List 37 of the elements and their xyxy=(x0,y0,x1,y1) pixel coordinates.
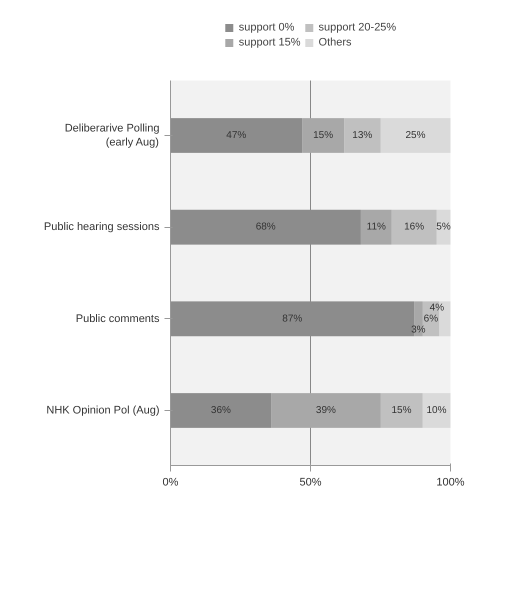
text: 5% xyxy=(436,222,451,233)
text: 39% xyxy=(316,405,336,416)
text: 11% xyxy=(366,222,386,233)
x-tick-label: 50% xyxy=(299,476,322,488)
bar xyxy=(422,393,450,428)
text: 25% xyxy=(405,130,426,141)
bar xyxy=(360,210,392,245)
bar xyxy=(380,118,450,153)
legend-label: support 0% xyxy=(238,22,294,34)
bar xyxy=(170,118,302,153)
bar xyxy=(170,393,272,428)
bar xyxy=(271,393,380,428)
text: 87% xyxy=(282,313,302,324)
x-tick-label: 100% xyxy=(436,476,465,488)
text: 16% xyxy=(404,222,424,233)
y-tick-label: NHK Opinion Pol (Aug) xyxy=(46,404,160,416)
y-tick-label: Deliberarive Polling (early Aug) xyxy=(64,122,160,149)
text: 68% xyxy=(256,222,276,233)
legend-label: support 15% xyxy=(238,36,301,48)
y-tick-label: Public comments xyxy=(76,312,160,325)
bar xyxy=(344,118,380,153)
legend-label: Others xyxy=(318,36,352,48)
legend-label: support 20-25% xyxy=(318,22,396,34)
y-tick-label: Public hearing sessions xyxy=(44,221,160,234)
bar xyxy=(380,393,422,428)
text: 47% xyxy=(226,130,246,141)
text: 3% xyxy=(411,324,426,336)
text: 15% xyxy=(313,130,334,141)
text: 6% xyxy=(424,313,438,324)
text: 15% xyxy=(391,405,412,416)
text: 13% xyxy=(352,130,372,141)
bar xyxy=(392,210,436,245)
text: 4% xyxy=(430,302,444,314)
x-tick-label: 0% xyxy=(162,476,179,488)
text: 36% xyxy=(210,405,231,416)
bar xyxy=(302,118,344,153)
text: 10% xyxy=(426,405,447,416)
